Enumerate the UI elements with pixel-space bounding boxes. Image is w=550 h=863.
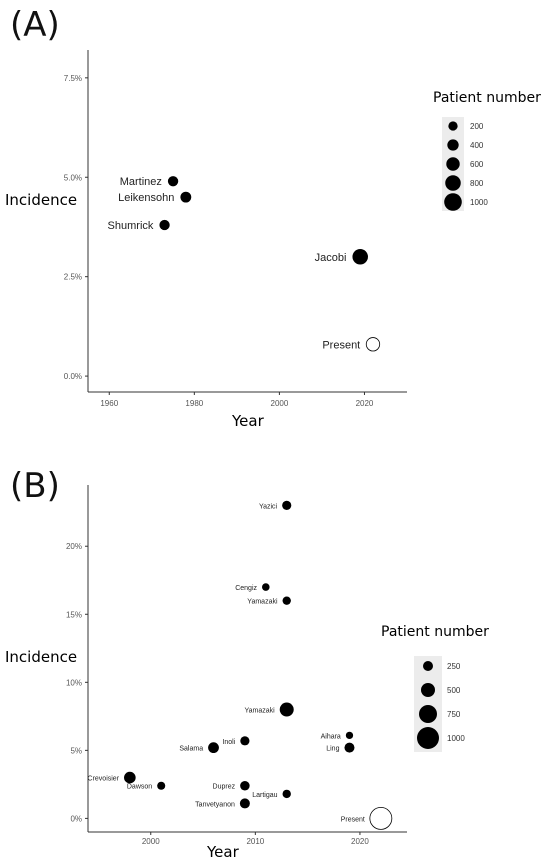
point-label: Cengiz <box>235 585 257 592</box>
data-point <box>282 789 291 799</box>
point-label: Present <box>341 816 365 823</box>
panel-b-y-ticks: 0% 5% 10% 15% 20% <box>66 542 88 823</box>
panel-a-y-axis-title: Incidence <box>5 191 77 209</box>
panel-b-x-ticks: 2000 2010 2020 <box>142 832 369 846</box>
panel-b-y-axis-title: Incidence <box>5 648 77 666</box>
legend-key <box>417 727 439 749</box>
legend-key <box>446 157 460 171</box>
legend-label: 500 <box>447 686 461 695</box>
point-label: Leikensohn <box>118 192 174 204</box>
x-tick-label: 2010 <box>246 837 264 846</box>
data-point <box>282 596 291 605</box>
panel-a-label: (A) <box>10 5 60 45</box>
panel-b: (B) 0% 5% 10% 15% 20% 2000 2010 2020 Incidence… <box>5 466 489 861</box>
data-point <box>344 742 355 753</box>
y-tick-label: 5.0% <box>64 173 82 182</box>
point-label: Inoli <box>222 739 235 746</box>
data-point <box>124 771 136 784</box>
panel-b-label: (B) <box>10 466 60 506</box>
legend-label: 1000 <box>447 734 465 743</box>
point-label: Aihara <box>321 733 341 740</box>
y-tick-label: 20% <box>66 542 82 551</box>
panel-a-x-ticks: 1960 1980 2000 2020 <box>100 392 374 408</box>
x-tick-label: 1960 <box>100 399 118 408</box>
legend-key <box>419 705 437 723</box>
point-label: Yamazaki <box>245 708 276 715</box>
y-tick-label: 5% <box>70 746 82 755</box>
legend-label: 800 <box>470 179 484 188</box>
point-label: Yazici <box>259 503 278 510</box>
legend-key <box>445 175 461 191</box>
point-label: Tanvetyanon <box>195 801 235 808</box>
data-point <box>159 219 170 231</box>
point-label: Crevoisier <box>88 776 120 783</box>
panel-b-points: Yazici Cengiz Yamazaki Yamazaki Aihara Ling In… <box>88 500 393 830</box>
point-label: Dawson <box>127 784 152 791</box>
y-tick-label: 0% <box>70 814 82 823</box>
y-tick-label: 10% <box>66 678 82 687</box>
y-tick-label: 0.0% <box>64 372 82 381</box>
y-tick-label: 15% <box>66 610 82 619</box>
y-tick-label: 7.5% <box>64 74 82 83</box>
x-tick-label: 2000 <box>271 399 289 408</box>
legend-label: 750 <box>447 710 461 719</box>
panel-b-legend: Patient number 250 500 750 1000 <box>381 624 489 752</box>
panel-a-legend-title: Patient number <box>433 90 541 106</box>
y-tick-label: 2.5% <box>64 273 82 282</box>
x-tick-label: 2000 <box>142 837 160 846</box>
data-point <box>369 806 393 830</box>
point-label: Jacobi <box>315 252 347 264</box>
panel-a-legend: Patient number 200 400 600 800 1000 <box>433 90 541 211</box>
legend-key <box>448 121 458 131</box>
data-point <box>167 176 179 187</box>
point-label: Present <box>322 339 360 351</box>
data-point <box>180 191 192 203</box>
point-label: Salama <box>179 746 203 753</box>
panel-a: (A) 0.0% 2.5% 5.0% 7.5% 1960 1980 2000 2020 In… <box>5 5 541 430</box>
point-label: Ling <box>326 746 339 753</box>
data-point <box>279 702 294 717</box>
legend-label: 1000 <box>470 198 488 207</box>
x-tick-label: 1980 <box>185 399 203 408</box>
data-point <box>239 798 250 809</box>
panel-a-y-ticks: 0.0% 2.5% 5.0% 7.5% <box>64 74 88 381</box>
point-label: Martinez <box>120 176 162 188</box>
legend-key <box>447 139 459 151</box>
panel-b-x-axis-title: Year <box>206 843 240 861</box>
point-label: Lartigau <box>252 792 277 799</box>
data-point <box>157 781 166 790</box>
data-point <box>240 736 250 746</box>
data-point <box>262 583 270 591</box>
panel-a-x-axis-title: Year <box>231 412 265 430</box>
legend-key <box>421 683 435 697</box>
data-point <box>352 249 368 265</box>
legend-key <box>423 661 433 671</box>
legend-label: 250 <box>447 662 461 671</box>
data-point <box>365 337 381 352</box>
point-label: Shumrick <box>108 220 154 232</box>
legend-label: 200 <box>470 122 484 131</box>
data-point <box>208 742 219 754</box>
data-point <box>345 731 354 740</box>
x-tick-label: 2020 <box>356 399 374 408</box>
data-point <box>282 500 292 511</box>
legend-key <box>444 193 462 211</box>
legend-label: 400 <box>470 141 484 150</box>
panel-a-points: Martinez Leikensohn Shumrick Jacobi Present <box>108 176 381 352</box>
legend-label: 600 <box>470 160 484 169</box>
data-point <box>240 780 250 791</box>
x-tick-label: 2020 <box>351 837 369 846</box>
panel-b-legend-title: Patient number <box>381 624 489 640</box>
point-label: Duprez <box>213 784 236 791</box>
point-label: Yamazaki <box>247 599 278 606</box>
